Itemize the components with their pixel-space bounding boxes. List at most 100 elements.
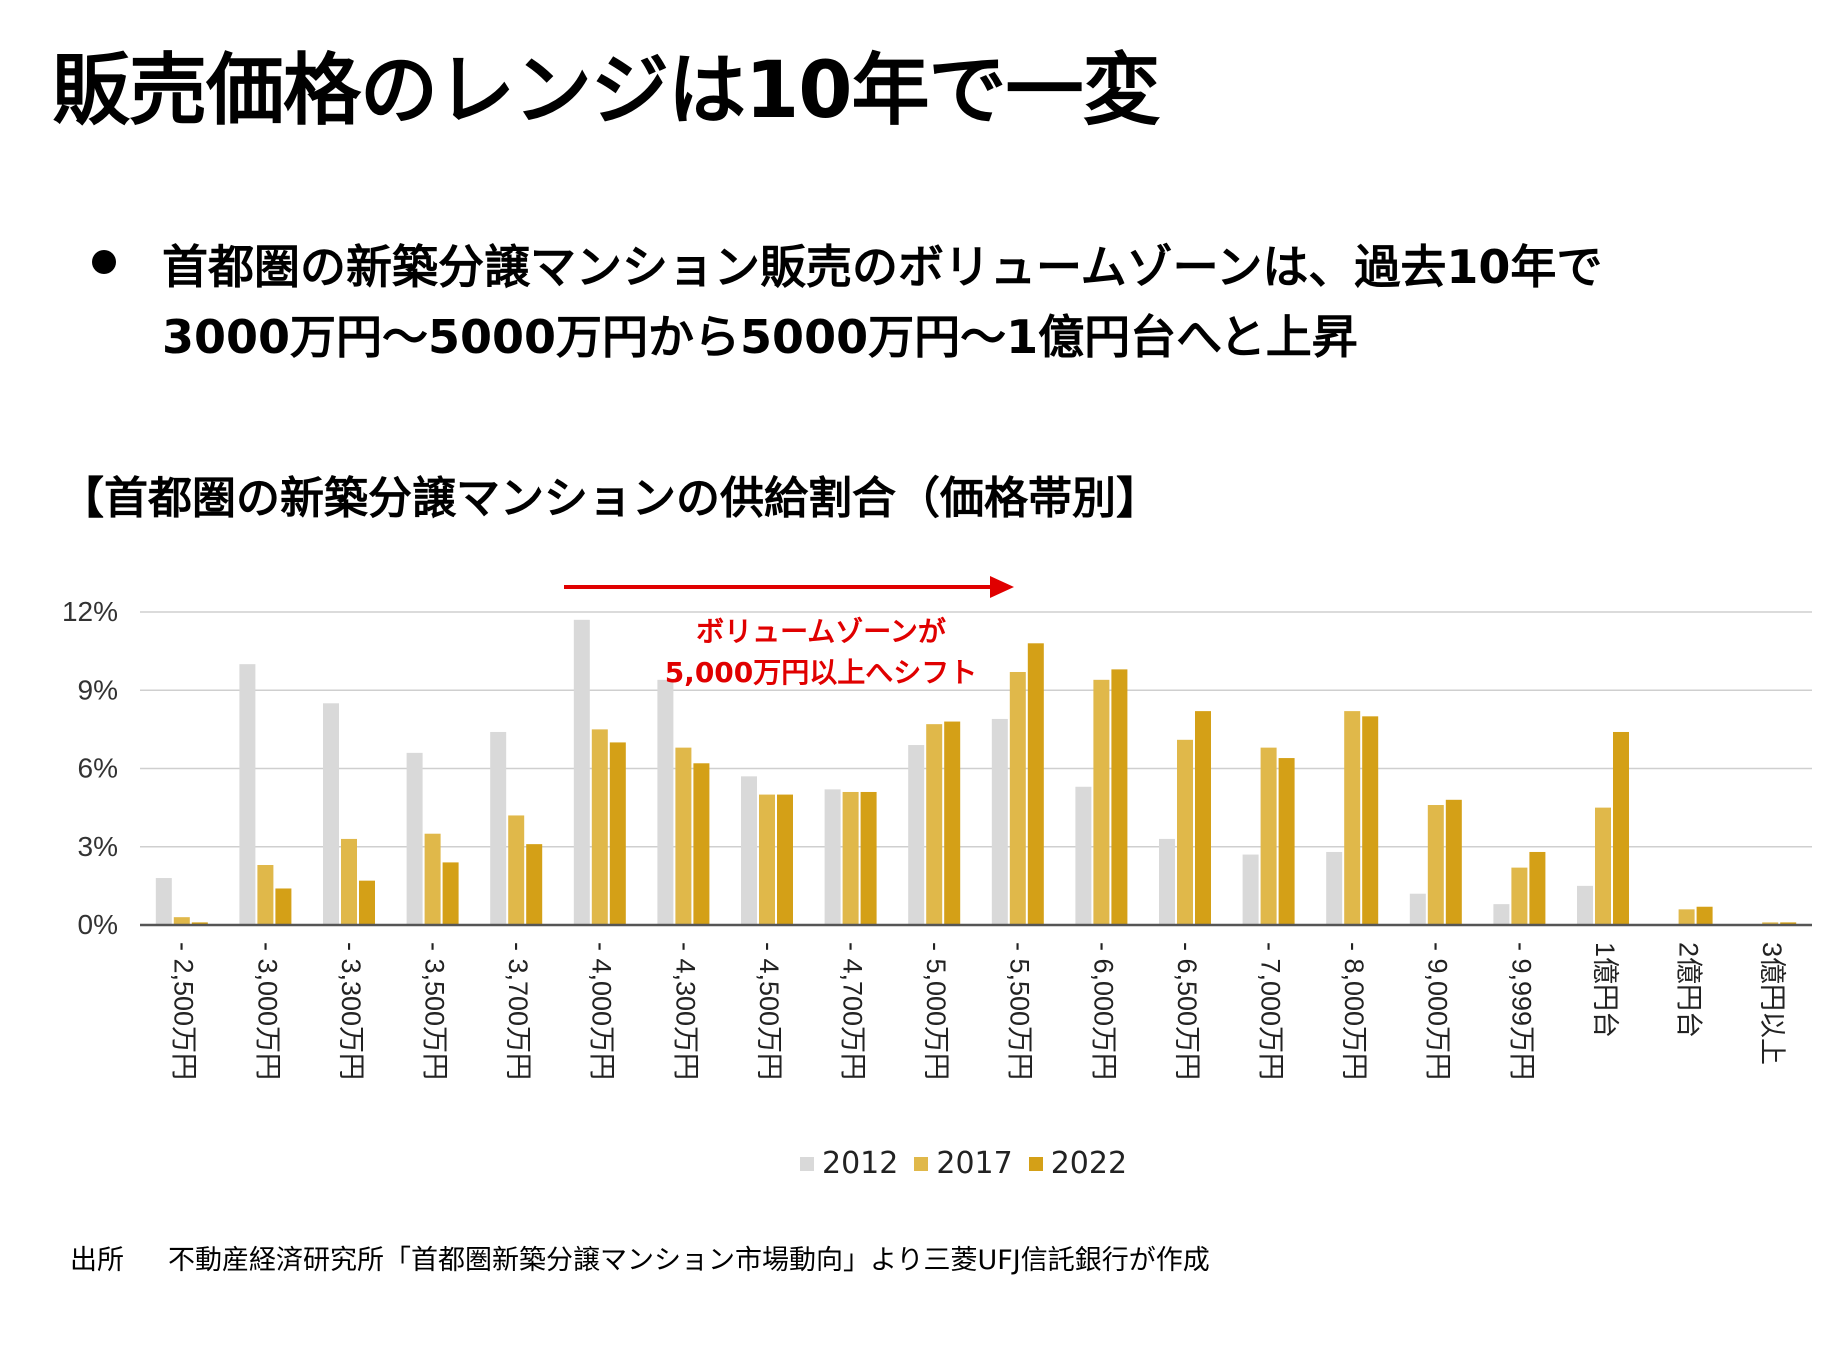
bullet-text: 首都圏の新築分譲マンション販売のボリュームゾーンは、過去10年で 3000万円～… [162,232,1602,372]
bar-2017-3 [424,833,441,925]
legend-swatch [800,1156,814,1171]
bar-2017-12 [1177,739,1193,925]
annotation-line-1: ボリュームゾーンが [696,615,946,648]
bar-2017-7 [759,794,775,925]
arrow-head-icon [990,576,1014,598]
bar-2022-0 [191,922,208,925]
legend-swatch [1028,1156,1043,1171]
x-tick-label: 1億円台 [1590,942,1620,1038]
chart-title: 【首都圏の新築分譲マンションの供給割合（価格帯別】 [60,473,1160,524]
annotation-line-2: 5,000万円以上へシフト [665,656,978,689]
x-tick-label: - 9,000万円 [1423,942,1453,1080]
bars [155,619,1797,925]
bar-2012-3 [406,752,423,925]
bar-2012-8 [824,789,841,925]
bar-2017-16 [1511,867,1528,925]
source-label: 出所 [70,1245,124,1276]
chart-legend: 2012 2017 2022 [800,1146,1143,1181]
bar-2012-0 [155,878,172,925]
x-tick-label: - 7,000万円 [1255,942,1285,1080]
legend-swatch [914,1156,929,1171]
x-tick-label: - 9,999万円 [1506,942,1536,1080]
bullet-line-1: 首都圏の新築分譲マンション販売のボリュームゾーンは、過去10年で [162,240,1603,294]
bar-2017-13 [1260,747,1277,925]
legend-label: 2017 [936,1146,1013,1181]
bar-2012-5 [573,619,590,925]
bar-2022-13 [1278,758,1295,925]
bar-2017-1 [257,865,274,925]
bar-2012-4 [490,731,507,925]
bar-2022-4 [526,844,543,925]
bar-2017-10 [1009,671,1026,925]
x-axis-ticks: - 2,500万円 - 3,000万円 - 3,300万円 - 3,500万円 - 3,… [169,942,1787,1080]
legend-label: 2022 [1050,1146,1128,1181]
x-tick-label: - 3,700万円 [503,942,533,1080]
bar-2022-7 [777,794,793,925]
bar-2017-2 [341,838,357,925]
legend-item-2012: 2012 [800,1146,898,1181]
x-tick-label: - 5,000万円 [921,942,951,1080]
x-tick-label: - 8,000万円 [1339,942,1369,1080]
bar-2017-11 [1093,679,1110,925]
slide-title: 販売価格のレンジは10年で一変 [52,46,1161,136]
bar-2012-1 [239,664,256,925]
bar-2022-1 [275,888,292,925]
bar-2012-14 [1326,851,1343,925]
summary-bullet: 首都圏の新築分譲マンション販売のボリュームゾーンは、過去10年で 3000万円～… [92,232,1602,372]
x-tick-label: - 3,000万円 [252,942,282,1080]
y-axis-ticks: 0% 3% 6% 9% 12% [62,596,118,940]
bar-2017-17 [1595,807,1611,925]
bar-2017-6 [675,747,692,925]
grid-lines [140,611,1812,848]
x-tick-label: 3億円以上 [1757,942,1787,1065]
bar-2017-0 [173,917,190,925]
bar-2022-17 [1613,731,1629,925]
x-tick-label: - 3,500万円 [419,942,449,1080]
bar-2017-15 [1427,805,1444,925]
bar-2022-9 [944,721,961,925]
x-tick-label: - 3,300万円 [336,942,366,1080]
bar-2022-12 [1195,711,1211,925]
bar-2012-12 [1159,838,1175,925]
bar-2012-2 [323,703,339,925]
bar-2022-2 [359,880,375,925]
bar-2017-8 [842,791,859,925]
y-tick-label: 9% [78,674,118,705]
x-tick-label: - 4,300万円 [670,942,700,1080]
bar-2017-9 [926,724,943,925]
y-tick-label: 3% [78,831,118,862]
bar-2012-16 [1493,904,1510,925]
source-note: 出所 不動産経済研究所「首都圏新築分譲マンション市場動向」より三菱UFJ信託銀行… [70,1238,1210,1277]
x-tick-label: - 4,000万円 [587,942,617,1080]
bar-2022-19 [1780,922,1797,925]
source-text: 不動産経済研究所「首都圏新築分譲マンション市場動向」より三菱UFJ信託銀行が作成 [168,1245,1210,1276]
bar-2012-15 [1409,893,1426,925]
bar-2022-3 [442,862,459,925]
bar-2012-7 [741,776,757,925]
bar-2022-8 [860,791,877,925]
x-tick-label: - 5,500万円 [1005,942,1035,1080]
bar-2022-5 [609,742,626,925]
bar-2022-6 [693,763,710,925]
bar-2012-11 [1075,786,1092,925]
bar-2012-10 [991,718,1008,925]
bullet-dot-icon [92,250,116,274]
bar-2017-4 [508,815,525,925]
bar-2012-13 [1242,854,1259,925]
bar-2012-9 [908,745,925,925]
bar-2022-14 [1362,716,1379,925]
y-tick-label: 12% [62,596,118,627]
bar-2022-10 [1027,643,1044,925]
bullet-line-2: 3000万円～5000万円から5000万円～1億円台へと上昇 [162,310,1358,364]
bar-2012-17 [1577,885,1593,925]
legend-item-2017: 2017 [914,1146,1013,1181]
annotation: ボリュームゾーンが 5,000万円以上へシフト [564,576,1014,689]
x-tick-label: 2億円台 [1673,942,1703,1038]
x-tick-label: - 4,700万円 [837,942,867,1080]
legend-item-2022: 2022 [1028,1146,1128,1181]
bar-2017-18 [1678,909,1695,925]
y-tick-label: 6% [78,753,118,784]
bar-2017-14 [1344,711,1361,925]
bar-2022-16 [1529,851,1546,925]
